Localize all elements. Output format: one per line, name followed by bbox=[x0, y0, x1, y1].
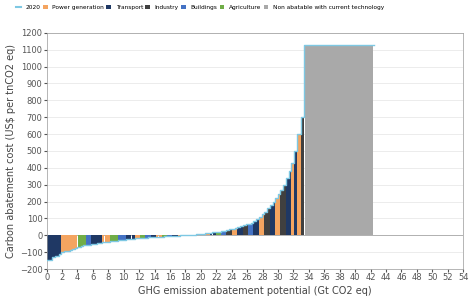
Bar bbox=[267, 208, 270, 235]
Bar bbox=[246, 224, 248, 235]
Bar bbox=[216, 232, 219, 235]
Bar bbox=[99, 235, 102, 243]
Bar bbox=[200, 234, 201, 235]
Bar bbox=[75, 235, 77, 248]
Bar bbox=[210, 233, 212, 235]
Bar bbox=[221, 231, 224, 235]
Bar bbox=[281, 190, 283, 235]
Bar bbox=[283, 185, 286, 235]
Bar bbox=[196, 234, 200, 235]
Bar bbox=[148, 235, 151, 237]
Bar bbox=[70, 235, 72, 250]
Bar bbox=[97, 235, 99, 243]
Bar bbox=[169, 235, 173, 236]
Bar bbox=[118, 235, 121, 240]
Bar bbox=[88, 235, 91, 245]
Bar bbox=[259, 217, 262, 235]
Bar bbox=[270, 205, 273, 235]
Bar bbox=[273, 202, 275, 235]
Bar bbox=[129, 235, 131, 239]
Bar bbox=[167, 235, 169, 236]
Bar bbox=[232, 229, 235, 235]
Bar bbox=[224, 231, 227, 235]
Bar bbox=[105, 235, 108, 242]
Bar bbox=[102, 235, 104, 243]
Bar bbox=[59, 235, 61, 254]
Bar bbox=[72, 235, 75, 249]
Bar bbox=[124, 235, 126, 240]
Bar bbox=[94, 235, 97, 244]
Bar bbox=[227, 230, 229, 235]
Bar bbox=[156, 235, 158, 237]
Bar bbox=[131, 235, 135, 239]
Bar bbox=[158, 235, 162, 237]
Bar bbox=[301, 117, 304, 235]
Bar bbox=[202, 234, 205, 235]
Bar bbox=[286, 178, 289, 235]
Bar bbox=[235, 228, 237, 235]
Bar bbox=[164, 235, 167, 236]
Bar bbox=[135, 235, 137, 238]
Bar bbox=[207, 233, 210, 235]
Bar bbox=[140, 235, 142, 238]
Bar bbox=[47, 235, 52, 260]
Bar bbox=[173, 235, 174, 236]
Bar bbox=[115, 235, 118, 241]
Bar bbox=[262, 214, 264, 235]
Bar bbox=[86, 235, 88, 245]
Bar bbox=[237, 227, 240, 235]
Bar bbox=[52, 235, 55, 257]
Bar bbox=[180, 235, 183, 236]
Bar bbox=[212, 232, 216, 235]
Y-axis label: Carbon abatement cost (US$ per tnCO2 eq): Carbon abatement cost (US$ per tnCO2 eq) bbox=[6, 44, 16, 258]
Bar bbox=[205, 233, 207, 235]
Bar bbox=[229, 229, 232, 235]
Legend: 2020, Power generation, Transport, Industry, Buildings, Agriculture, Non abatabl: 2020, Power generation, Transport, Indus… bbox=[16, 5, 384, 10]
Bar bbox=[256, 219, 259, 235]
Bar bbox=[219, 232, 221, 235]
Bar bbox=[146, 235, 148, 238]
Bar bbox=[110, 235, 113, 241]
Bar bbox=[78, 235, 81, 247]
Bar bbox=[305, 45, 373, 235]
Bar bbox=[175, 235, 178, 236]
Bar bbox=[151, 235, 153, 237]
Bar bbox=[137, 235, 140, 238]
Bar bbox=[81, 235, 83, 246]
Bar bbox=[108, 235, 110, 242]
Bar bbox=[55, 235, 59, 255]
Bar bbox=[61, 235, 64, 252]
Bar bbox=[278, 194, 280, 235]
Bar bbox=[142, 235, 146, 238]
Bar bbox=[297, 134, 301, 235]
Bar bbox=[294, 151, 297, 235]
Bar bbox=[248, 223, 251, 235]
Bar bbox=[162, 235, 164, 236]
Bar bbox=[291, 163, 294, 235]
Bar bbox=[83, 235, 86, 246]
Bar bbox=[254, 221, 256, 235]
X-axis label: GHG emission abatement potential (Gt CO2 eq): GHG emission abatement potential (Gt CO2… bbox=[138, 286, 372, 297]
Bar bbox=[126, 235, 129, 239]
Bar bbox=[243, 225, 246, 235]
Bar bbox=[67, 235, 70, 251]
Bar bbox=[153, 235, 156, 237]
Bar bbox=[64, 235, 67, 251]
Bar bbox=[113, 235, 115, 241]
Bar bbox=[240, 226, 243, 235]
Bar bbox=[251, 223, 253, 235]
Bar bbox=[289, 171, 291, 235]
Bar bbox=[264, 212, 267, 235]
Bar bbox=[275, 198, 278, 235]
Bar bbox=[91, 235, 94, 244]
Bar bbox=[121, 235, 124, 240]
